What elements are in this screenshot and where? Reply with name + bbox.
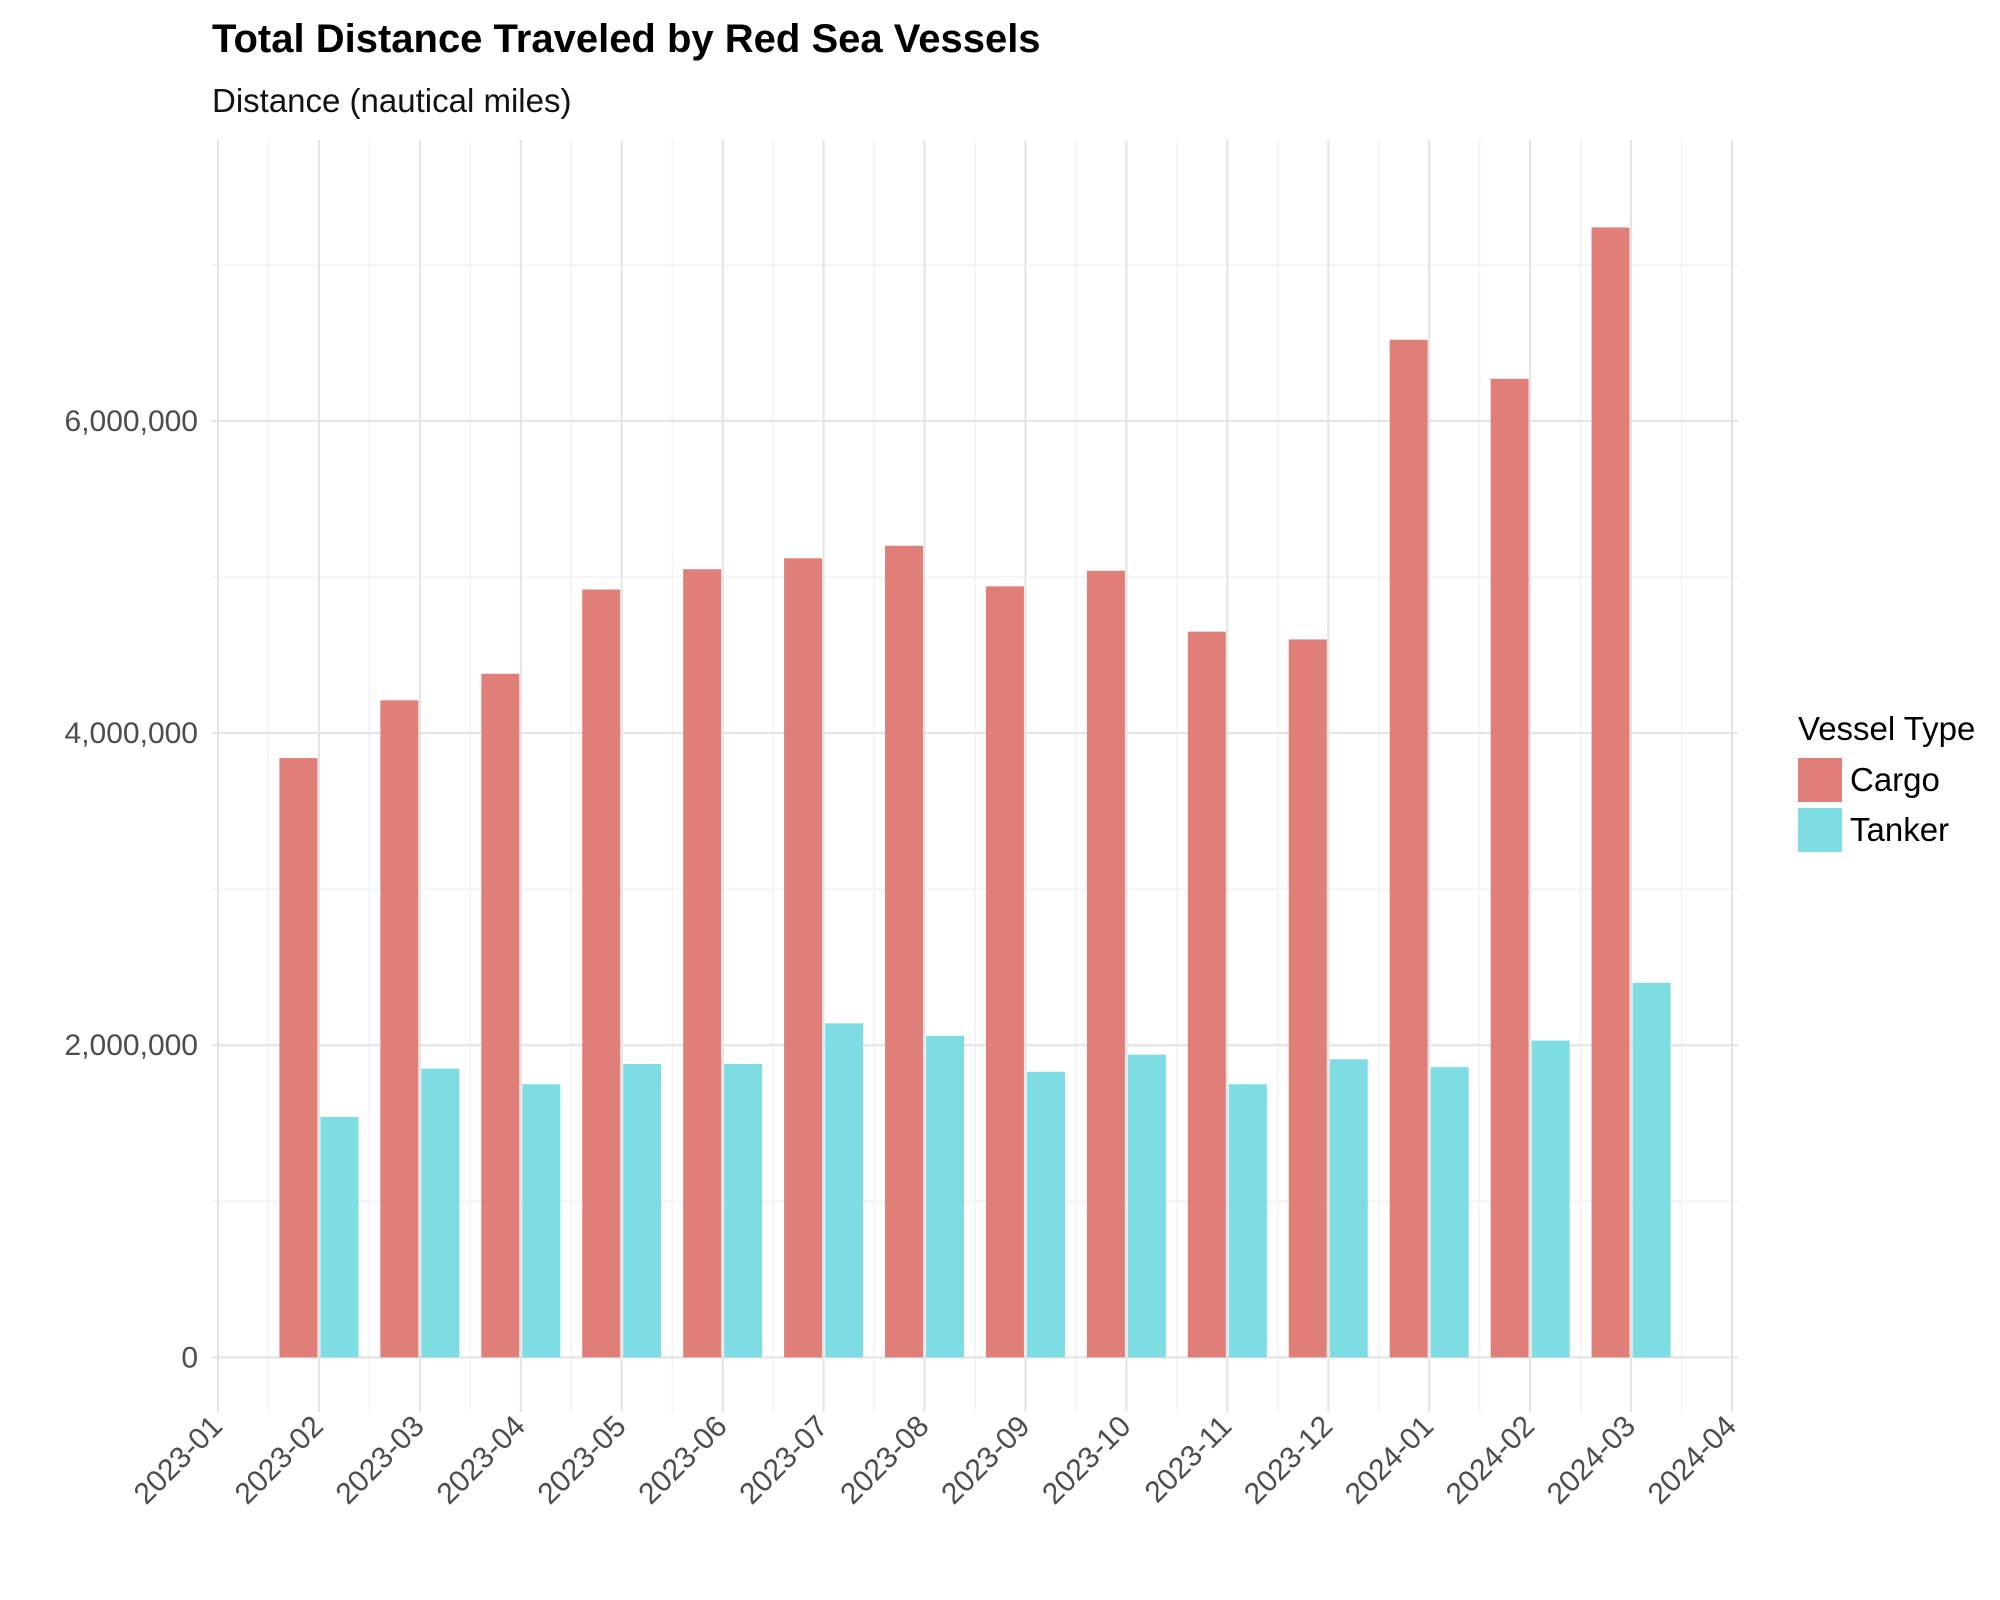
chart-subtitle: Distance (nautical miles) — [212, 82, 571, 119]
bar-cargo — [481, 673, 520, 1358]
bar-tanker — [522, 1084, 561, 1358]
legend-entries: Cargo Tanker — [1798, 758, 1949, 852]
legend-title: Vessel Type — [1798, 710, 1975, 747]
legend: Vessel Type Cargo Tanker — [1798, 710, 1975, 852]
x-tick-label: 2024-04 — [1642, 1410, 1743, 1511]
bars — [279, 227, 1671, 1358]
bar-tanker — [1531, 1040, 1570, 1358]
bar-tanker — [1228, 1084, 1267, 1358]
y-tick-label: 0 — [181, 1341, 198, 1374]
bar-cargo — [683, 569, 722, 1358]
legend-label-cargo: Cargo — [1850, 761, 1940, 798]
x-axis: 2023-01 2023-02 2023-03 2023-04 2023-05 2023-… — [128, 1410, 1743, 1511]
y-axis: 0 2,000,000 4,000,000 6,000,000 — [65, 405, 198, 1374]
bar-cargo — [1187, 631, 1226, 1358]
bar-tanker — [1430, 1067, 1469, 1358]
y-tick-label: 6,000,000 — [65, 405, 198, 438]
chart-title: Total Distance Traveled by Red Sea Vesse… — [212, 17, 1041, 61]
bar-cargo — [582, 589, 621, 1358]
bar-cargo — [1086, 570, 1125, 1358]
bar-cargo — [885, 545, 924, 1358]
bar-cargo — [380, 700, 419, 1358]
x-tick-label: 2023-10 — [1036, 1410, 1137, 1511]
bar-cargo — [279, 758, 318, 1358]
bar-tanker — [1026, 1071, 1065, 1358]
x-tick-label: 2023-06 — [632, 1410, 733, 1511]
x-tick-label: 2024-01 — [1339, 1410, 1440, 1511]
legend-swatch-tanker — [1798, 808, 1842, 852]
x-tick-label: 2023-04 — [431, 1410, 532, 1511]
minor-gridlines — [212, 140, 1738, 1412]
major-gridlines — [212, 140, 1738, 1412]
bar-tanker — [724, 1063, 763, 1358]
bar-cargo — [1389, 339, 1428, 1358]
bar-cargo — [1288, 639, 1327, 1358]
x-tick-label: 2024-02 — [1440, 1410, 1541, 1511]
bar-cargo — [1591, 227, 1630, 1358]
x-tick-label: 2023-11 — [1139, 1410, 1239, 1510]
bar-tanker — [623, 1063, 662, 1358]
bar-tanker — [1632, 982, 1671, 1358]
bar-tanker — [421, 1068, 460, 1358]
y-tick-label: 4,000,000 — [65, 717, 198, 750]
bar-cargo — [784, 558, 823, 1358]
bar-tanker — [1127, 1054, 1166, 1358]
x-tick-label: 2023-02 — [229, 1410, 330, 1511]
bar-tanker — [320, 1117, 359, 1358]
x-tick-label: 2023-12 — [1238, 1410, 1339, 1511]
x-tick-label: 2023-05 — [531, 1410, 632, 1511]
y-tick-label: 2,000,000 — [65, 1029, 198, 1062]
bar-tanker — [1329, 1059, 1368, 1358]
legend-label-tanker: Tanker — [1850, 811, 1949, 848]
bar-cargo — [1490, 378, 1529, 1358]
x-tick-label: 2023-09 — [935, 1410, 1036, 1511]
x-tick-label: 2024-03 — [1541, 1410, 1642, 1511]
bar-tanker — [825, 1023, 864, 1358]
legend-swatch-cargo — [1798, 758, 1842, 802]
x-tick-label: 2023-07 — [733, 1410, 834, 1511]
x-tick-label: 2023-01 — [128, 1410, 229, 1511]
x-tick-label: 2023-08 — [834, 1410, 935, 1511]
bar-tanker — [926, 1035, 965, 1358]
x-tick-label: 2023-03 — [330, 1410, 431, 1511]
bar-cargo — [985, 586, 1024, 1358]
